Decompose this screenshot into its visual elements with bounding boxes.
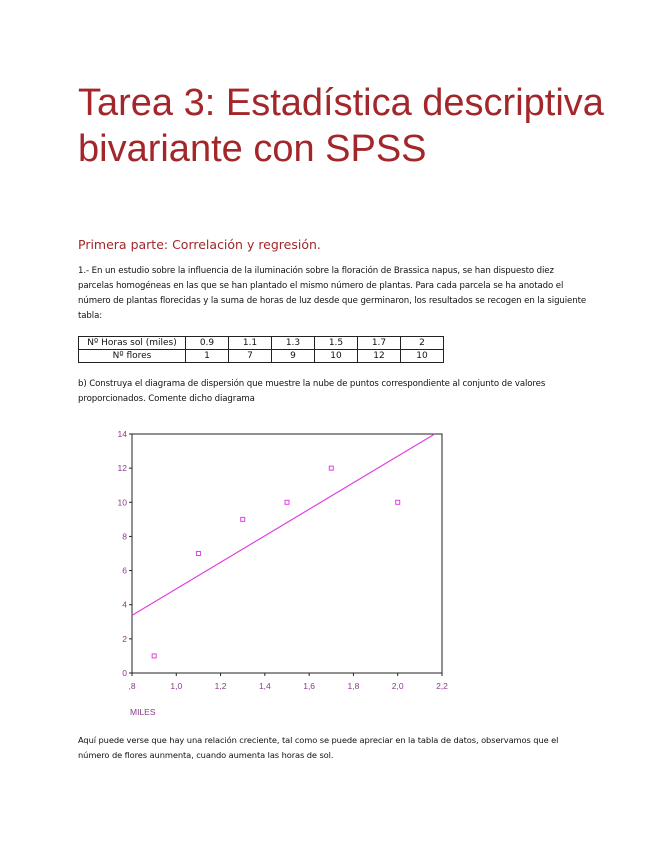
paragraph-comment: Aquí puede verse que hay una relación cr… bbox=[78, 735, 559, 760]
y-tick-label: 12 bbox=[118, 463, 128, 473]
section-subtitle: Primera parte: Correlación y regresión. bbox=[78, 237, 321, 252]
x-tick-label: 1,2 bbox=[215, 681, 227, 691]
table-cell: 12 bbox=[357, 349, 401, 363]
table-row: Nº Horas sol (miles) 0.9 1.1 1.3 1.5 1.7… bbox=[78, 336, 444, 350]
row-header: Nº Horas sol (miles) bbox=[78, 336, 186, 350]
data-point bbox=[284, 499, 290, 505]
x-tick-label: 2,0 bbox=[392, 681, 404, 691]
y-tick-label: 10 bbox=[118, 497, 128, 507]
plot-frame bbox=[131, 433, 443, 674]
scatter-chart: 0 2 4 6 8 10 12 14 ,8 1,0 1,2 1,4 1,6 1,8 2,0 2,2 MILES bbox=[118, 429, 449, 717]
y-tick-label: 8 bbox=[122, 531, 127, 541]
x-axis-label: MILES bbox=[130, 707, 156, 717]
table-cell: 0.9 bbox=[185, 336, 229, 350]
y-tick-label: 6 bbox=[122, 566, 127, 576]
data-point bbox=[395, 499, 401, 505]
data-point bbox=[328, 465, 334, 471]
x-tick-label: 1,4 bbox=[259, 681, 271, 691]
paragraph-question-b: b) Construya el diagrama de dispersión q… bbox=[78, 379, 546, 404]
row-header: Nº flores bbox=[78, 349, 186, 363]
table-cell: 1.7 bbox=[357, 336, 401, 350]
x-tick-label: 1,6 bbox=[303, 681, 315, 691]
table-cell: 2 bbox=[400, 336, 444, 350]
table-cell: 10 bbox=[314, 349, 358, 363]
table-cell: 1.5 bbox=[314, 336, 358, 350]
page-title: Tarea 3: Estadística descriptiva bivaria… bbox=[78, 82, 604, 170]
data-point bbox=[195, 551, 201, 556]
data-point bbox=[240, 516, 246, 522]
table-row: Nº flores 1 7 9 10 12 10 bbox=[78, 349, 444, 363]
x-tick-label: 1,8 bbox=[348, 681, 360, 691]
table-cell: 1.3 bbox=[271, 336, 315, 350]
data-point bbox=[151, 653, 157, 659]
y-tick-label: 14 bbox=[118, 429, 128, 439]
table-cell: 9 bbox=[271, 349, 315, 363]
table-cell: 1.1 bbox=[228, 336, 272, 350]
x-tick-label: 2,2 bbox=[436, 681, 448, 691]
paragraph-intro: 1.- En un estudio sobre la influencia de… bbox=[78, 266, 587, 321]
table-cell: 1 bbox=[185, 349, 229, 363]
data-table: Nº Horas sol (miles) 0.9 1.1 1.3 1.5 1.7… bbox=[78, 336, 444, 363]
x-tick-label: 1,0 bbox=[170, 681, 182, 691]
table-cell: 7 bbox=[228, 349, 272, 363]
y-tick-label: 2 bbox=[122, 634, 127, 644]
y-tick-label: 0 bbox=[122, 668, 127, 678]
x-tick-label: ,8 bbox=[128, 681, 135, 691]
table-cell: 10 bbox=[400, 349, 444, 363]
regression-line bbox=[131, 433, 436, 616]
y-tick-label: 4 bbox=[122, 600, 127, 610]
